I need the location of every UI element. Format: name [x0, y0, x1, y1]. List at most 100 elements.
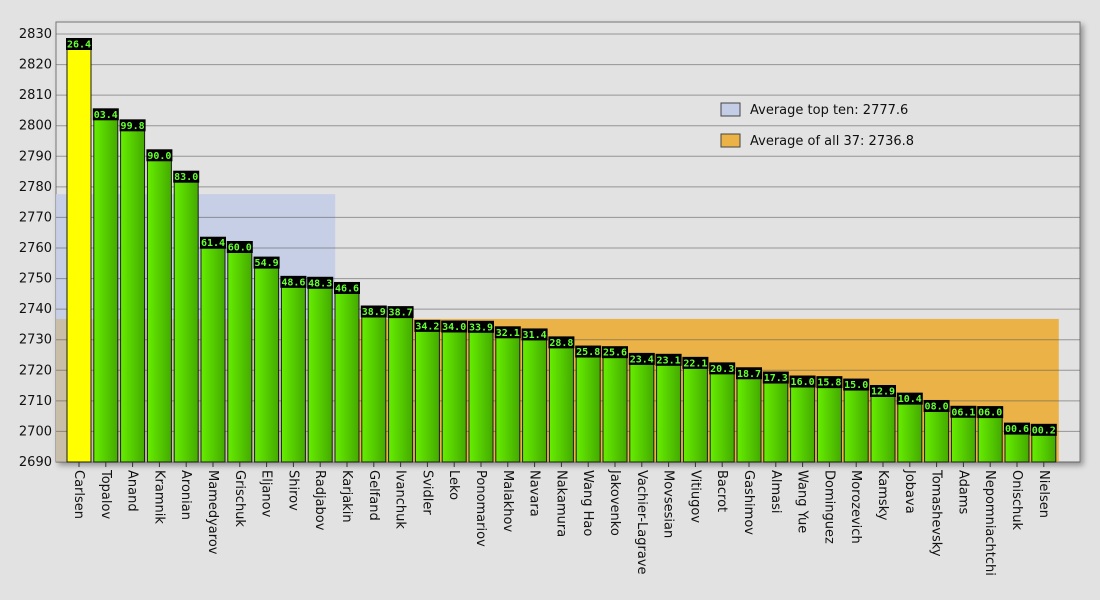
x-tick-label: Jakovenko: [607, 469, 622, 536]
bar-ivanchuk: [388, 312, 414, 463]
x-tick-label: Gelfand: [366, 470, 381, 521]
value-label-box: [173, 170, 200, 183]
value-label-box: [950, 405, 977, 418]
value-label: 06.1: [951, 407, 975, 418]
value-label: 34.2: [415, 321, 439, 332]
value-label-box: [736, 367, 762, 380]
value-label-box: [494, 326, 521, 339]
x-tick-label: Grischuk: [232, 470, 247, 527]
legend-swatch-2: [720, 133, 741, 148]
value-label-box: [200, 236, 226, 249]
x-tick-label: Onischuk: [1009, 470, 1024, 530]
value-label: 10.4: [898, 394, 922, 405]
x-tick-label: Kramnik: [151, 470, 166, 524]
x-tick-label: Nielsen: [1036, 470, 1051, 518]
legend-entry-2: Average of all 37: 2736.8: [750, 134, 914, 149]
value-label-box: [360, 305, 387, 318]
value-label-box: [387, 306, 414, 319]
y-tick-label: 2690: [19, 455, 52, 470]
x-tick-label: Carlsen: [71, 470, 86, 519]
x-tick-label: Bacrot: [714, 470, 729, 512]
bar-movsesian: [656, 360, 682, 463]
x-tick-label: Karjakin: [339, 470, 354, 523]
bar-bacrot: [709, 368, 735, 463]
bar-karjakin: [334, 288, 360, 463]
value-label: 25.6: [603, 348, 627, 359]
legend: Average top ten: 2777.6 Average of all 37…: [720, 102, 914, 149]
bar-vitiugov: [682, 363, 708, 463]
x-axis: Carlsen Topalov Anand Kramnik Aronian Mamedya…: [71, 462, 1051, 576]
bars: 26.4 03.499.8 90.083.0 61.4 60.054.948.6 48.3…: [66, 38, 1057, 463]
value-label-box: [414, 319, 441, 332]
x-tick-label: Adams: [955, 470, 970, 515]
bar-tomashevsky: [924, 406, 950, 463]
bar-topalov: [93, 114, 119, 463]
value-label-box: [307, 276, 334, 289]
value-label: 31.4: [523, 330, 547, 341]
value-label-box: [870, 384, 896, 397]
value-label: 00.6: [1005, 424, 1029, 435]
bar-jobava: [897, 399, 923, 463]
bar-navara: [522, 334, 548, 463]
x-tick-label: Dominguez: [821, 470, 836, 544]
x-tick-label: Ponomariov: [473, 470, 488, 547]
y-tick-label: 2810: [19, 88, 52, 103]
y-tick-label: 2780: [19, 180, 52, 195]
value-label-box: [521, 328, 548, 341]
x-tick-label: Movsesian: [661, 470, 676, 538]
bar-aronian: [173, 177, 199, 463]
bar-svidler: [414, 326, 440, 463]
bar-wang-yue: [790, 382, 816, 463]
x-tick-label: Kamsky: [875, 470, 890, 521]
value-label: 48.6: [281, 277, 305, 288]
value-label-box: [575, 345, 602, 358]
value-label: 12.9: [871, 386, 895, 397]
value-label-box: [709, 362, 736, 375]
bar-leko: [441, 326, 467, 463]
value-label-box: [441, 320, 468, 333]
value-label: 17.3: [764, 373, 788, 384]
value-label: 08.0: [925, 401, 949, 412]
value-label: 46.6: [335, 283, 359, 294]
legend-entry-1: Average top ten: 2777.6: [750, 103, 908, 118]
value-label: 26.4: [67, 40, 91, 51]
x-tick-label: Almasi: [768, 470, 783, 514]
value-label: 33.9: [469, 322, 493, 333]
value-label: 23.4: [630, 354, 654, 365]
y-tick-label: 2750: [19, 272, 52, 287]
x-tick-label: Ivanchuk: [393, 470, 408, 529]
value-label-box: [682, 356, 709, 369]
value-label-box: [896, 392, 923, 405]
y-tick-label: 2710: [19, 394, 52, 409]
value-label: 61.4: [201, 238, 225, 249]
value-label-box: [226, 241, 253, 253]
bar-ponomariov: [468, 327, 494, 463]
x-tick-label: Nakamura: [553, 470, 568, 537]
x-tick-label: Topalov: [98, 469, 113, 519]
y-tick-label: 2770: [19, 210, 52, 225]
value-label: 83.0: [174, 172, 198, 183]
bar-jakovenko: [602, 352, 628, 463]
bar-eljanov: [254, 263, 280, 463]
bar-nakamura: [548, 342, 574, 463]
value-label: 15.8: [817, 378, 841, 389]
value-label-box: [146, 149, 173, 162]
bar-adams: [950, 412, 976, 463]
value-label: 28.8: [549, 338, 573, 349]
value-label-box: [92, 108, 119, 121]
x-tick-label: Wang Yue: [795, 470, 810, 533]
value-label-box: [1030, 423, 1057, 436]
y-tick-label: 2760: [19, 241, 52, 256]
value-label-box: [843, 378, 870, 391]
x-tick-label: Anand: [125, 470, 140, 512]
bar-dominguez: [816, 382, 842, 463]
value-label: 25.8: [576, 347, 600, 358]
x-tick-label: Wang Hao: [580, 470, 595, 536]
bar-malakhov: [495, 332, 521, 463]
x-tick-label: Gashimov: [741, 470, 756, 535]
value-label: 48.3: [308, 278, 332, 289]
bar-radjabov: [307, 283, 333, 463]
x-tick-label: Nepomniachtchi: [982, 470, 997, 576]
value-label: 38.7: [389, 308, 413, 319]
